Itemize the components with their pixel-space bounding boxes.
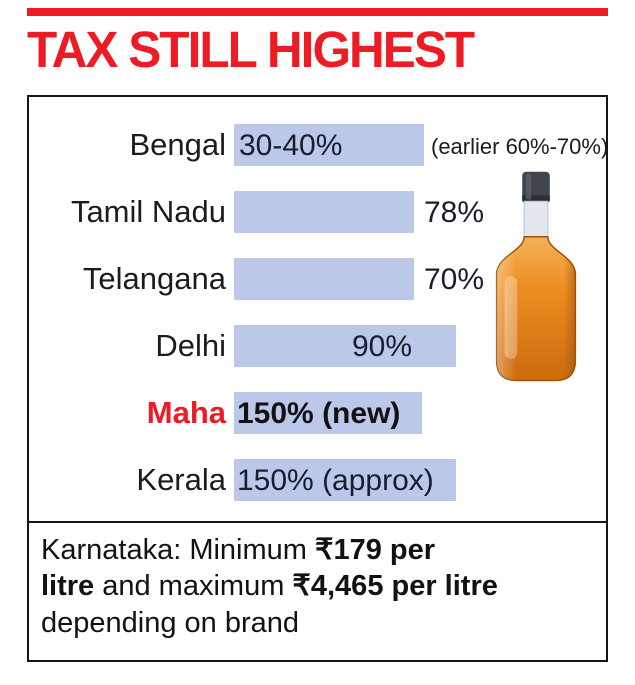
row-value: 90% bbox=[352, 329, 413, 363]
row-label: Bengal bbox=[129, 126, 226, 162]
row-bar-area: 150% (new) bbox=[234, 391, 606, 434]
chart-row-delhi: Delhi 90% bbox=[29, 312, 606, 379]
bar bbox=[234, 257, 414, 300]
chart-row-maha: Maha 150% (new) bbox=[29, 379, 606, 446]
row-value: 150% (approx) bbox=[237, 463, 434, 497]
row-note: (earlier 60%-70%) bbox=[431, 133, 609, 159]
row-label: Kerala bbox=[136, 461, 226, 497]
footer-bold-price-min: ₹179 per bbox=[315, 534, 436, 566]
footer-text: and maximum bbox=[94, 570, 293, 603]
chart-row-bengal: Bengal 30-40% (earlier 60%-70%) bbox=[29, 111, 609, 178]
footer-bold-litre: litre bbox=[41, 570, 95, 603]
row-bar-area: 78% bbox=[234, 190, 606, 233]
chart-row-kerala: Kerala 150% (approx) bbox=[29, 446, 606, 513]
row-bar-area: 70% bbox=[234, 257, 606, 300]
footer-bold-price-max: ₹4,465 per litre bbox=[292, 570, 498, 603]
row-value: 150% (new) bbox=[237, 396, 401, 430]
chart-box: Bengal 30-40% (earlier 60%-70%) Tamil Na… bbox=[27, 95, 608, 662]
row-label: Tamil Nadu bbox=[70, 193, 226, 229]
footer-text: Karnataka: Minimum bbox=[41, 534, 315, 566]
row-label: Maha bbox=[146, 394, 226, 430]
row-label: Telangana bbox=[82, 260, 226, 296]
row-value: 78% bbox=[424, 195, 485, 229]
header-rule bbox=[27, 8, 608, 16]
page-title: TAX STILL HIGHEST bbox=[27, 21, 475, 78]
chart-row-telangana: Telangana 70% bbox=[29, 245, 606, 312]
bar bbox=[234, 190, 414, 233]
bar bbox=[234, 123, 424, 166]
bar bbox=[234, 324, 456, 367]
chart-row-tamil-nadu: Tamil Nadu 78% bbox=[29, 178, 606, 245]
whisky-bottle-icon bbox=[495, 171, 577, 382]
footer-line-2: litre and maximum ₹4,465 per litre bbox=[41, 568, 594, 604]
row-value: 70% bbox=[424, 262, 485, 296]
footer-line-1: Karnataka: Minimum ₹179 per bbox=[41, 532, 594, 568]
footer-note: Karnataka: Minimum ₹179 per litre and ma… bbox=[29, 521, 606, 660]
bar bbox=[234, 391, 422, 434]
row-bar-area: 150% (approx) bbox=[234, 458, 606, 501]
row-label: Delhi bbox=[155, 327, 226, 363]
footer-line-3: depending on brand bbox=[41, 606, 300, 639]
row-bar-area: 30-40% (earlier 60%-70%) bbox=[234, 123, 609, 166]
bar-chart: Bengal 30-40% (earlier 60%-70%) Tamil Na… bbox=[29, 97, 609, 513]
row-value: 30-40% bbox=[239, 128, 343, 162]
bar bbox=[234, 458, 456, 501]
row-bar-area: 90% bbox=[234, 324, 606, 367]
